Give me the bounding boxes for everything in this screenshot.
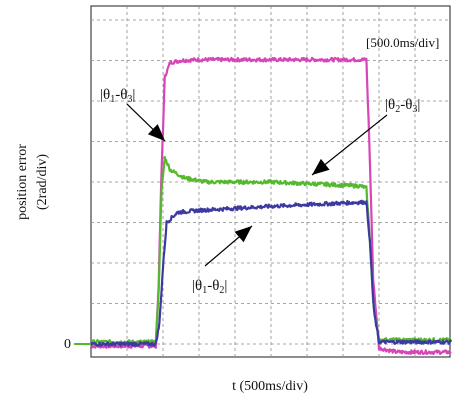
annotation-1-text_b: -θ — [115, 87, 127, 103]
annotation-1-text_c: | — [132, 87, 135, 103]
y-axis-unit: (2rad/div) — [35, 154, 50, 210]
annotation-2-sub_b: 3 — [412, 104, 417, 115]
annotation-1-sub_a: 1 — [110, 94, 115, 105]
annotation-arrowhead-3 — [234, 226, 252, 243]
annotation-label-2: |θ2-θ3| — [385, 97, 420, 115]
y-axis-title: position error — [15, 144, 30, 220]
series-group — [89, 56, 453, 355]
annotation-2-text_c: | — [417, 97, 420, 113]
scale-note: [500.0ms/div] — [366, 35, 439, 50]
annotation-arrowhead-1 — [147, 124, 165, 141]
annotation-2-text_b: -θ — [400, 97, 412, 113]
y-axis-label: position error (2rad/div) — [15, 144, 50, 220]
annotation-label-3: |θ1-θ2| — [192, 278, 227, 296]
annotation-label-1: |θ1-θ3| — [100, 87, 135, 105]
series-line-2 — [90, 156, 452, 345]
annotation-2-text_a: |θ — [385, 97, 395, 113]
annotation-3-text_b: -θ — [207, 278, 219, 294]
series-line-3 — [89, 199, 453, 347]
annotation-2-sub_a: 2 — [395, 104, 400, 115]
annotation-3-text_c: | — [224, 278, 227, 294]
annotation-arrowhead-2 — [312, 158, 330, 175]
zero-label: 0 — [64, 337, 71, 352]
annotations: |θ1-θ3||θ2-θ3||θ1-θ2| — [100, 87, 420, 296]
annotation-1-sub_b: 3 — [127, 94, 132, 105]
x-axis-label: t (500ms/div) — [232, 379, 308, 394]
series-line-1 — [90, 56, 452, 355]
annotation-1-text_a: |θ — [100, 87, 110, 103]
annotation-3-sub_a: 1 — [202, 285, 207, 296]
annotation-3-text_a: |θ — [192, 278, 202, 294]
annotation-3-sub_b: 2 — [219, 285, 224, 296]
